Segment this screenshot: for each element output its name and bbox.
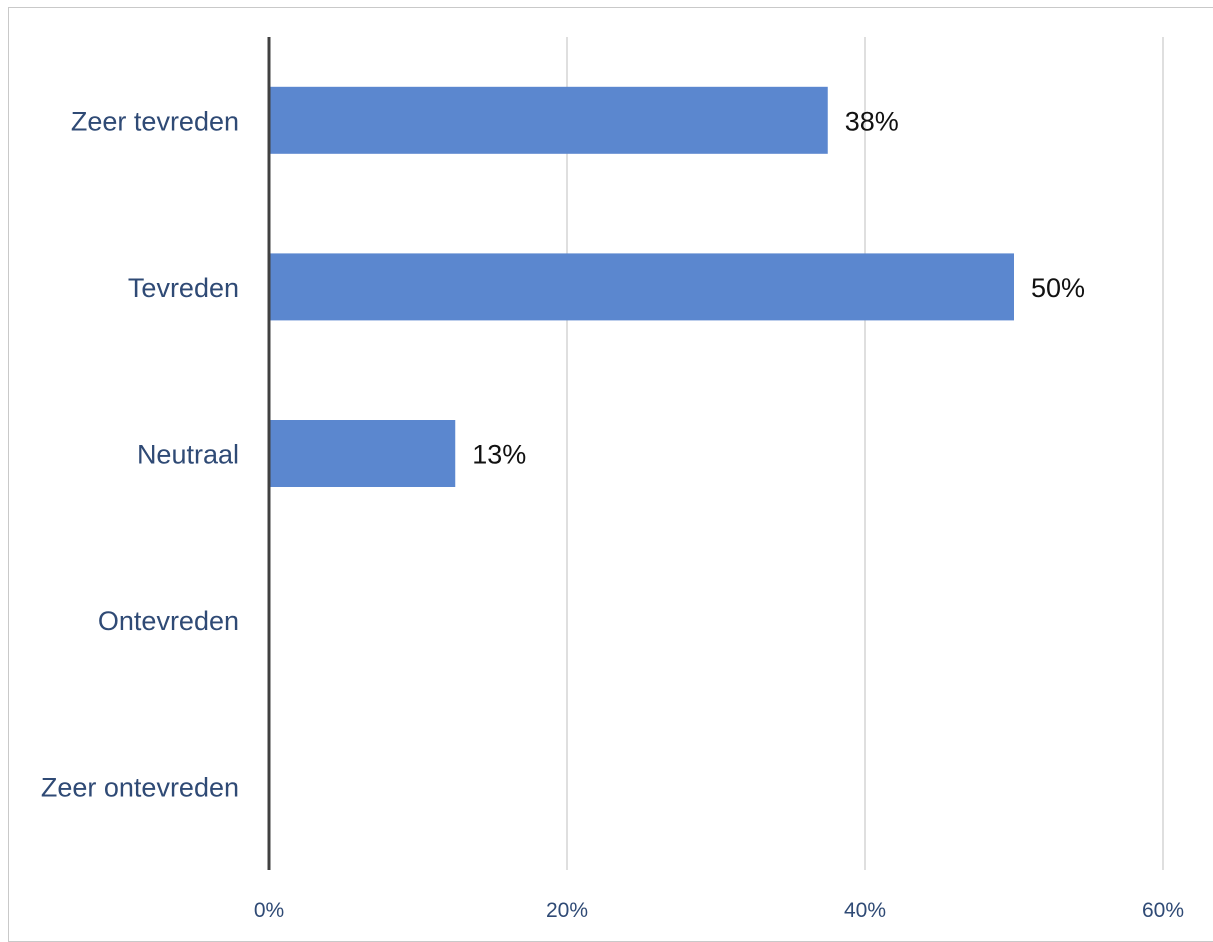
data-label: 38% bbox=[845, 106, 899, 136]
category-label: Neutraal bbox=[137, 440, 239, 470]
data-label: 13% bbox=[472, 440, 526, 470]
bar bbox=[269, 420, 456, 487]
category-labels: Zeer tevreden Tevreden Neutraal Ontevreden Z… bbox=[41, 106, 239, 802]
data-label: 50% bbox=[1031, 273, 1085, 303]
category-label: Ontevreden bbox=[98, 606, 239, 636]
category-label: Zeer tevreden bbox=[71, 106, 239, 136]
bar bbox=[269, 86, 828, 154]
x-tick-label: 0% bbox=[254, 899, 284, 922]
x-tick-label: 60% bbox=[1142, 899, 1184, 922]
data-labels: 38% 50% 13% bbox=[472, 106, 1085, 469]
x-tick-label: 20% bbox=[546, 899, 588, 922]
category-label: Tevreden bbox=[128, 273, 239, 303]
bar bbox=[269, 253, 1014, 321]
gridlines bbox=[566, 37, 1164, 870]
category-label: Zeer ontevreden bbox=[41, 773, 239, 803]
chart-frame bbox=[8, 7, 1213, 942]
x-tick-labels: 0% 20% 40% 60% bbox=[254, 899, 1184, 922]
x-tick-label: 40% bbox=[844, 899, 886, 922]
bars bbox=[269, 86, 1014, 487]
